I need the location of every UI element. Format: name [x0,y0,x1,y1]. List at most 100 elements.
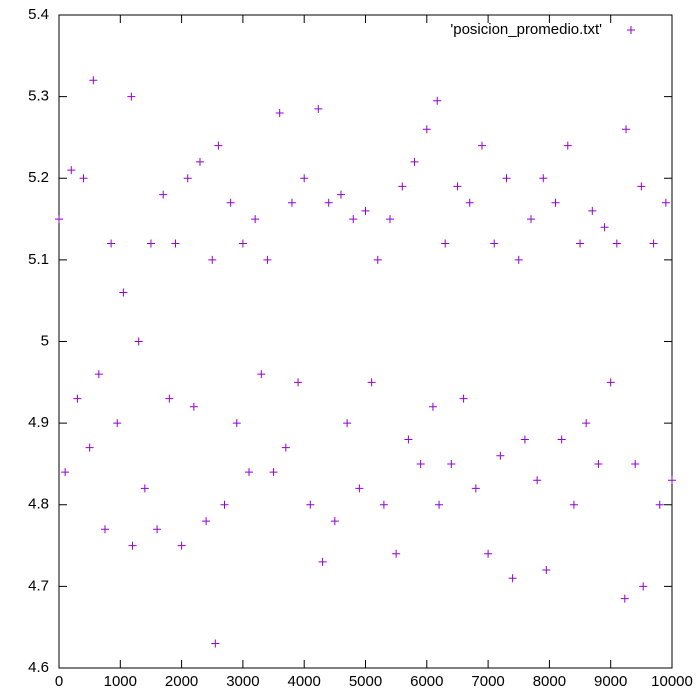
point [514,255,523,264]
point [211,639,220,648]
point [257,370,266,379]
point [67,166,76,175]
point [668,476,676,485]
x-tick-label: 1000 [104,673,137,690]
point [655,500,664,509]
point [533,476,542,485]
point [318,557,327,566]
point [386,215,395,224]
point [61,468,70,477]
point [410,157,419,166]
point [416,459,425,468]
point [134,337,143,346]
plot-border [58,14,673,669]
point [355,484,364,493]
y-tick-label: 5.4 [28,6,49,23]
point [306,500,315,509]
point [214,141,223,150]
point [189,402,198,411]
y-tick-label: 5.1 [28,251,49,268]
point [232,419,241,428]
point [226,198,235,207]
y-tick-label: 5.3 [28,88,49,105]
point [465,198,474,207]
x-tick-label: 4000 [288,673,321,690]
point [582,419,591,428]
point [269,468,278,477]
point [637,182,646,191]
y-tick-label: 4.7 [28,577,49,594]
point [631,459,640,468]
x-tick-label: 6000 [410,673,443,690]
point [453,182,462,191]
point [336,190,345,199]
point [165,394,174,403]
point [300,174,309,183]
point [275,108,284,117]
x-tick-label: 3000 [226,673,259,690]
x-tick-label: 0 [55,673,63,690]
point [100,525,109,534]
point [159,190,168,199]
x-tick-label: 7000 [471,673,504,690]
point [94,370,103,379]
point [490,239,499,248]
legend-marker [627,26,635,34]
point [294,378,303,387]
point [576,239,585,248]
point [73,394,82,403]
point [220,500,229,509]
point [661,198,670,207]
point [153,525,162,534]
point [367,378,376,387]
point [195,157,204,166]
point [622,125,631,134]
y-tick-label: 4.8 [28,496,49,513]
point [620,594,629,603]
point [435,500,444,509]
point [557,435,566,444]
point [349,215,358,224]
point [89,76,98,85]
point [508,574,517,583]
point [569,500,578,509]
point [379,500,388,509]
point [171,239,180,248]
point [361,206,370,215]
point [588,206,597,215]
point [398,182,407,191]
point [600,223,609,232]
y-tick-label: 4.9 [28,414,49,431]
point [471,484,480,493]
point [146,239,155,248]
point [527,215,536,224]
point [477,141,486,150]
point [496,451,505,460]
point [238,239,247,248]
legend-label: 'posicion_promedio.txt' [450,21,602,38]
x-tick-label: 5000 [349,673,382,690]
point [502,174,511,183]
point [639,582,648,591]
point [202,517,211,526]
point [251,215,260,224]
point [183,174,192,183]
point [314,104,323,113]
point [128,541,137,550]
point [649,239,658,248]
point [281,443,290,452]
point [79,174,88,183]
point [324,198,333,207]
point [428,402,437,411]
point [594,459,603,468]
x-tick-label: 2000 [165,673,198,690]
point [245,468,254,477]
point [520,435,529,444]
x-tick-label: 8000 [533,673,566,690]
point [612,239,621,248]
point [55,215,63,224]
point [330,517,339,526]
point [539,174,548,183]
point [119,288,128,297]
